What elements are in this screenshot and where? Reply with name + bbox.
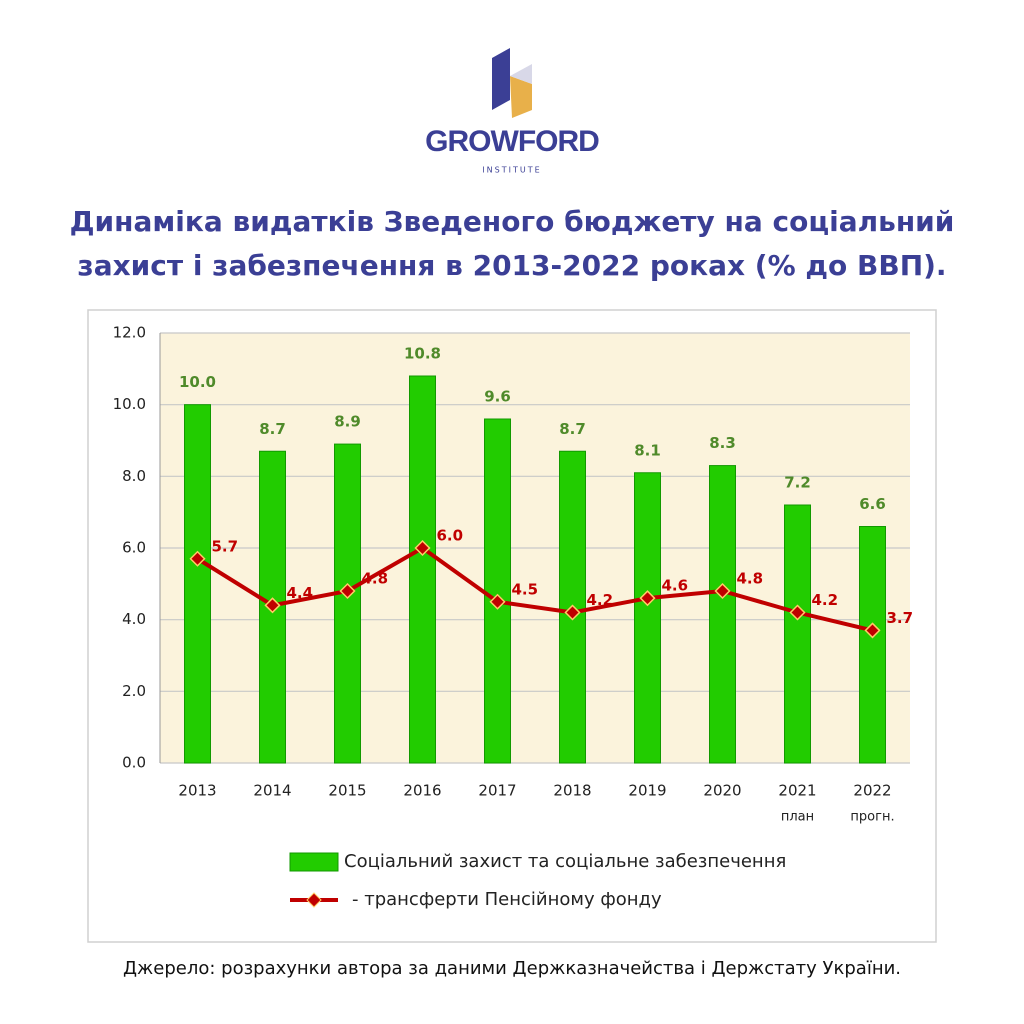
bar-value-label: 7.2 <box>784 474 811 492</box>
legend-swatch <box>306 892 322 908</box>
x-tick-note: прогн. <box>850 810 894 825</box>
bar-value-label: 6.6 <box>859 495 886 513</box>
line-value-label: 3.7 <box>887 609 914 627</box>
line-marker <box>264 597 281 614</box>
legend-swatch <box>289 852 339 872</box>
bar <box>784 504 811 764</box>
line-marker <box>864 622 881 639</box>
x-tick-label: 2019 <box>628 782 666 800</box>
line-marker <box>564 604 581 621</box>
x-tick-label: 2015 <box>328 782 366 800</box>
y-tick-label: 8.0 <box>122 467 146 485</box>
x-tick-label: 2021 <box>778 782 816 800</box>
x-tick-label: 2013 <box>178 782 216 800</box>
x-tick-note: план <box>781 810 814 825</box>
legend-label: - трансферти Пенсійному фонду <box>352 889 662 910</box>
bar-value-label: 8.9 <box>334 413 361 431</box>
line <box>196 545 873 633</box>
bar-value-label: 8.7 <box>559 420 586 438</box>
bar-value-label: 8.7 <box>259 420 286 438</box>
bar-value-label: 9.6 <box>484 388 511 406</box>
x-tick-label: 2014 <box>253 782 291 800</box>
bar <box>409 375 436 764</box>
legend-label: Соціальний захист та соціальне забезпече… <box>344 851 786 872</box>
line-value-label: 6.0 <box>437 527 464 545</box>
bar-value-label: 10.8 <box>404 345 441 363</box>
line-marker <box>789 604 806 621</box>
line-marker <box>639 590 656 607</box>
logo-name: GROWFORD <box>425 125 599 158</box>
bar <box>334 443 361 764</box>
bar <box>709 465 736 764</box>
x-tick-label: 2020 <box>703 782 741 800</box>
line-marker <box>714 582 731 600</box>
line-value-label: 4.2 <box>812 591 839 609</box>
line-value-label: 4.4 <box>287 584 314 602</box>
line-value-label: 4.8 <box>737 570 764 588</box>
line-value-label: 4.5 <box>512 580 539 598</box>
y-tick-label: 2.0 <box>122 682 146 700</box>
y-tick-label: 12.0 <box>113 324 146 342</box>
bar-value-label: 8.3 <box>709 434 736 452</box>
bar <box>484 418 511 764</box>
bar-value-label: 8.1 <box>634 441 661 459</box>
y-tick-label: 6.0 <box>122 539 146 557</box>
x-tick-label: 2016 <box>403 782 441 800</box>
bar <box>184 404 211 764</box>
y-tick-label: 0.0 <box>122 754 146 772</box>
logo-shape <box>492 48 510 110</box>
bar <box>634 472 661 764</box>
bar-value-label: 10.0 <box>179 373 216 391</box>
chart-title: Динаміка видатків Зведеного бюджету на с… <box>69 205 955 282</box>
x-tick-label: 2018 <box>553 782 591 800</box>
logo-shape <box>510 76 532 118</box>
line-value-label: 4.6 <box>662 577 689 595</box>
y-tick-label: 4.0 <box>122 610 146 628</box>
y-tick-label: 10.0 <box>113 395 146 413</box>
x-tick-label: 2022 <box>853 782 891 800</box>
line-marker <box>414 539 431 557</box>
source: Джерело: розрахунки автора за даними Дер… <box>122 958 902 979</box>
line-value-label: 4.2 <box>587 591 614 609</box>
line-marker <box>189 550 206 567</box>
line-marker <box>339 582 356 600</box>
line-value-label: 4.8 <box>362 570 389 588</box>
logo-subtitle: INSTITUTE <box>482 166 541 175</box>
line-value-label: 5.7 <box>212 537 239 555</box>
x-tick-label: 2017 <box>478 782 516 800</box>
line-marker <box>489 593 506 610</box>
bar <box>859 526 886 764</box>
logo-shape <box>510 64 532 84</box>
